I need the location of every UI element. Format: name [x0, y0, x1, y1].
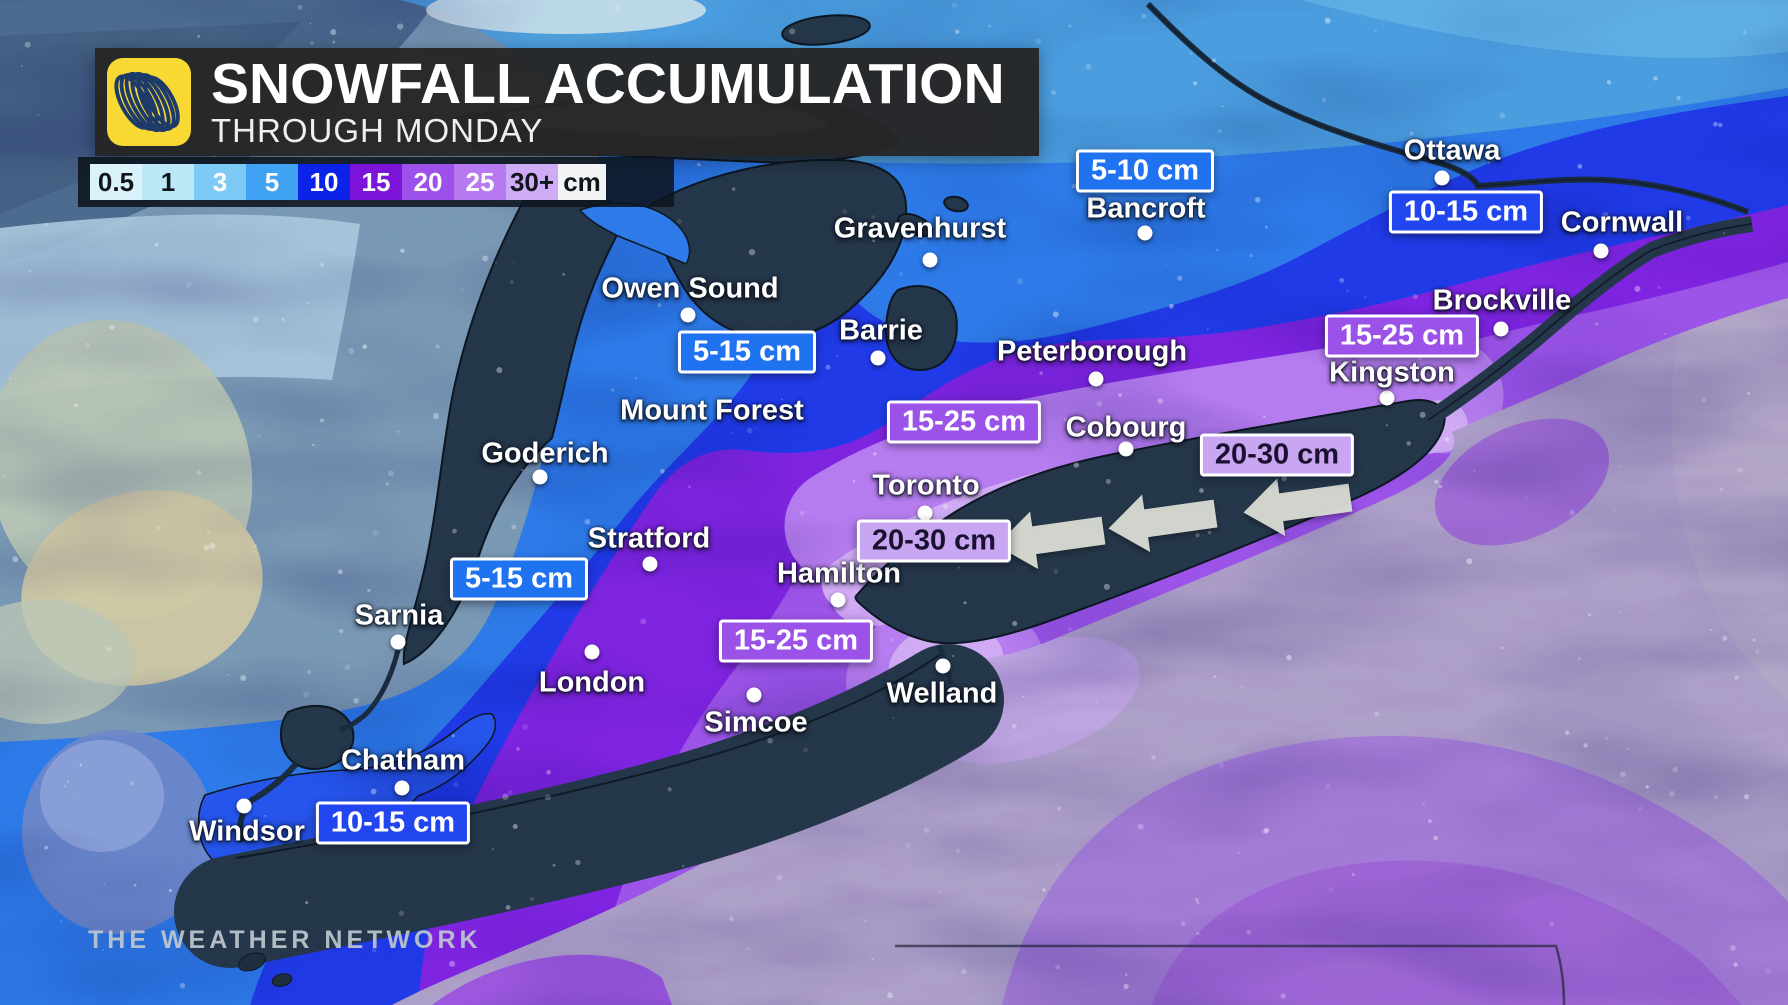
snowfall-badge-5-15-cm: 5-15 cm: [449, 557, 589, 601]
city-dot-kingston: [1379, 390, 1395, 406]
legend-segment-10: 10: [298, 164, 350, 200]
watermark: THE WEATHER NETWORK: [88, 926, 482, 954]
snowfall-legend: 0.5 1 3 5 10 15 20 25 30+ cm: [78, 157, 674, 207]
title-banner: SNOWFALL ACCUMULATION THROUGH MONDAY: [95, 48, 1039, 156]
snowfall-badge-15-25-cm: 15-25 cm: [718, 619, 874, 663]
city-label-toronto: Toronto: [872, 469, 980, 502]
city-dot-sarnia: [390, 634, 406, 650]
city-label-hamilton: Hamilton: [776, 557, 902, 590]
city-dot-stratford: [642, 556, 658, 572]
city-dot-chatham: [394, 780, 410, 796]
city-label-kingston: Kingston: [1329, 356, 1455, 389]
west-arrow-icon: [996, 511, 1106, 569]
snowfall-badge-5-15-cm: 5-15 cm: [677, 330, 817, 374]
city-label-chatham: Chatham: [340, 744, 466, 777]
city-label-welland: Welland: [886, 677, 998, 710]
legend-unit: cm: [558, 164, 606, 200]
city-dot-hamilton: [830, 592, 846, 608]
city-dot-barrie: [870, 350, 886, 366]
lake-effect-wind-arrows: [996, 478, 1353, 569]
city-label-goderich: Goderich: [481, 437, 609, 470]
city-label-bancroft: Bancroft: [1086, 192, 1206, 225]
legend-segment-0-5: 0.5: [90, 164, 142, 200]
west-arrow-icon: [1108, 494, 1218, 552]
city-dot-cobourg: [1118, 441, 1134, 457]
city-dot-gravenhurst: [922, 252, 938, 268]
legend-segment-30-: 30+: [506, 164, 558, 200]
city-dot-brockville: [1493, 321, 1509, 337]
city-dot-goderich: [532, 469, 548, 485]
city-dot-simcoe: [746, 687, 762, 703]
city-dot-toronto: [917, 505, 933, 521]
snowfall-badge-20-30-cm: 20-30 cm: [1199, 433, 1355, 477]
city-label-cornwall: Cornwall: [1560, 206, 1684, 239]
city-dot-london: [584, 644, 600, 660]
legend-segment-20: 20: [402, 164, 454, 200]
legend-segment-25: 25: [454, 164, 506, 200]
city-dot-welland: [935, 658, 951, 674]
snowfall-badge-15-25-cm: 15-25 cm: [886, 400, 1042, 444]
city-label-brockville: Brockville: [1432, 284, 1572, 317]
city-label-cobourg: Cobourg: [1065, 411, 1187, 444]
city-label-peterborough: Peterborough: [996, 335, 1188, 368]
globe-icon: [114, 71, 180, 133]
city-label-london: London: [538, 666, 646, 699]
legend-scale: 0.5 1 3 5 10 15 20 25 30+ cm: [90, 164, 606, 200]
city-label-windsor: Windsor: [189, 815, 305, 848]
legend-segment-5: 5: [246, 164, 298, 200]
city-dot-ottawa: [1434, 170, 1450, 186]
city-label-owen-sound: Owen Sound: [601, 272, 779, 305]
city-label-gravenhurst: Gravenhurst: [833, 212, 1007, 245]
snowfall-badge-5-10-cm: 5-10 cm: [1075, 149, 1215, 193]
city-label-ottawa: Ottawa: [1403, 134, 1501, 167]
city-dot-windsor: [236, 798, 252, 814]
city-label-barrie: Barrie: [839, 314, 923, 347]
page-title: SNOWFALL ACCUMULATION: [211, 52, 1005, 116]
city-label-simcoe: Simcoe: [704, 706, 808, 739]
city-dot-peterborough: [1088, 371, 1104, 387]
city-dot-owen-sound: [680, 307, 696, 323]
city-label-stratford: Stratford: [587, 522, 711, 555]
legend-segment-3: 3: [194, 164, 246, 200]
city-dot-bancroft: [1137, 225, 1153, 241]
west-arrow-icon: [1243, 478, 1353, 536]
weather-network-logo: [107, 58, 191, 146]
legend-segment-15: 15: [350, 164, 402, 200]
snowfall-badge-15-25-cm: 15-25 cm: [1324, 314, 1480, 358]
legend-segment-1: 1: [142, 164, 194, 200]
city-label-mount-forest: Mount Forest: [620, 394, 804, 427]
snowfall-badge-20-30-cm: 20-30 cm: [856, 519, 1012, 563]
city-dot-cornwall: [1593, 243, 1609, 259]
snowfall-badge-10-15-cm: 10-15 cm: [315, 801, 471, 845]
snowfall-badge-10-15-cm: 10-15 cm: [1388, 190, 1544, 234]
page-subtitle: THROUGH MONDAY: [211, 112, 544, 149]
city-label-sarnia: Sarnia: [354, 599, 444, 632]
